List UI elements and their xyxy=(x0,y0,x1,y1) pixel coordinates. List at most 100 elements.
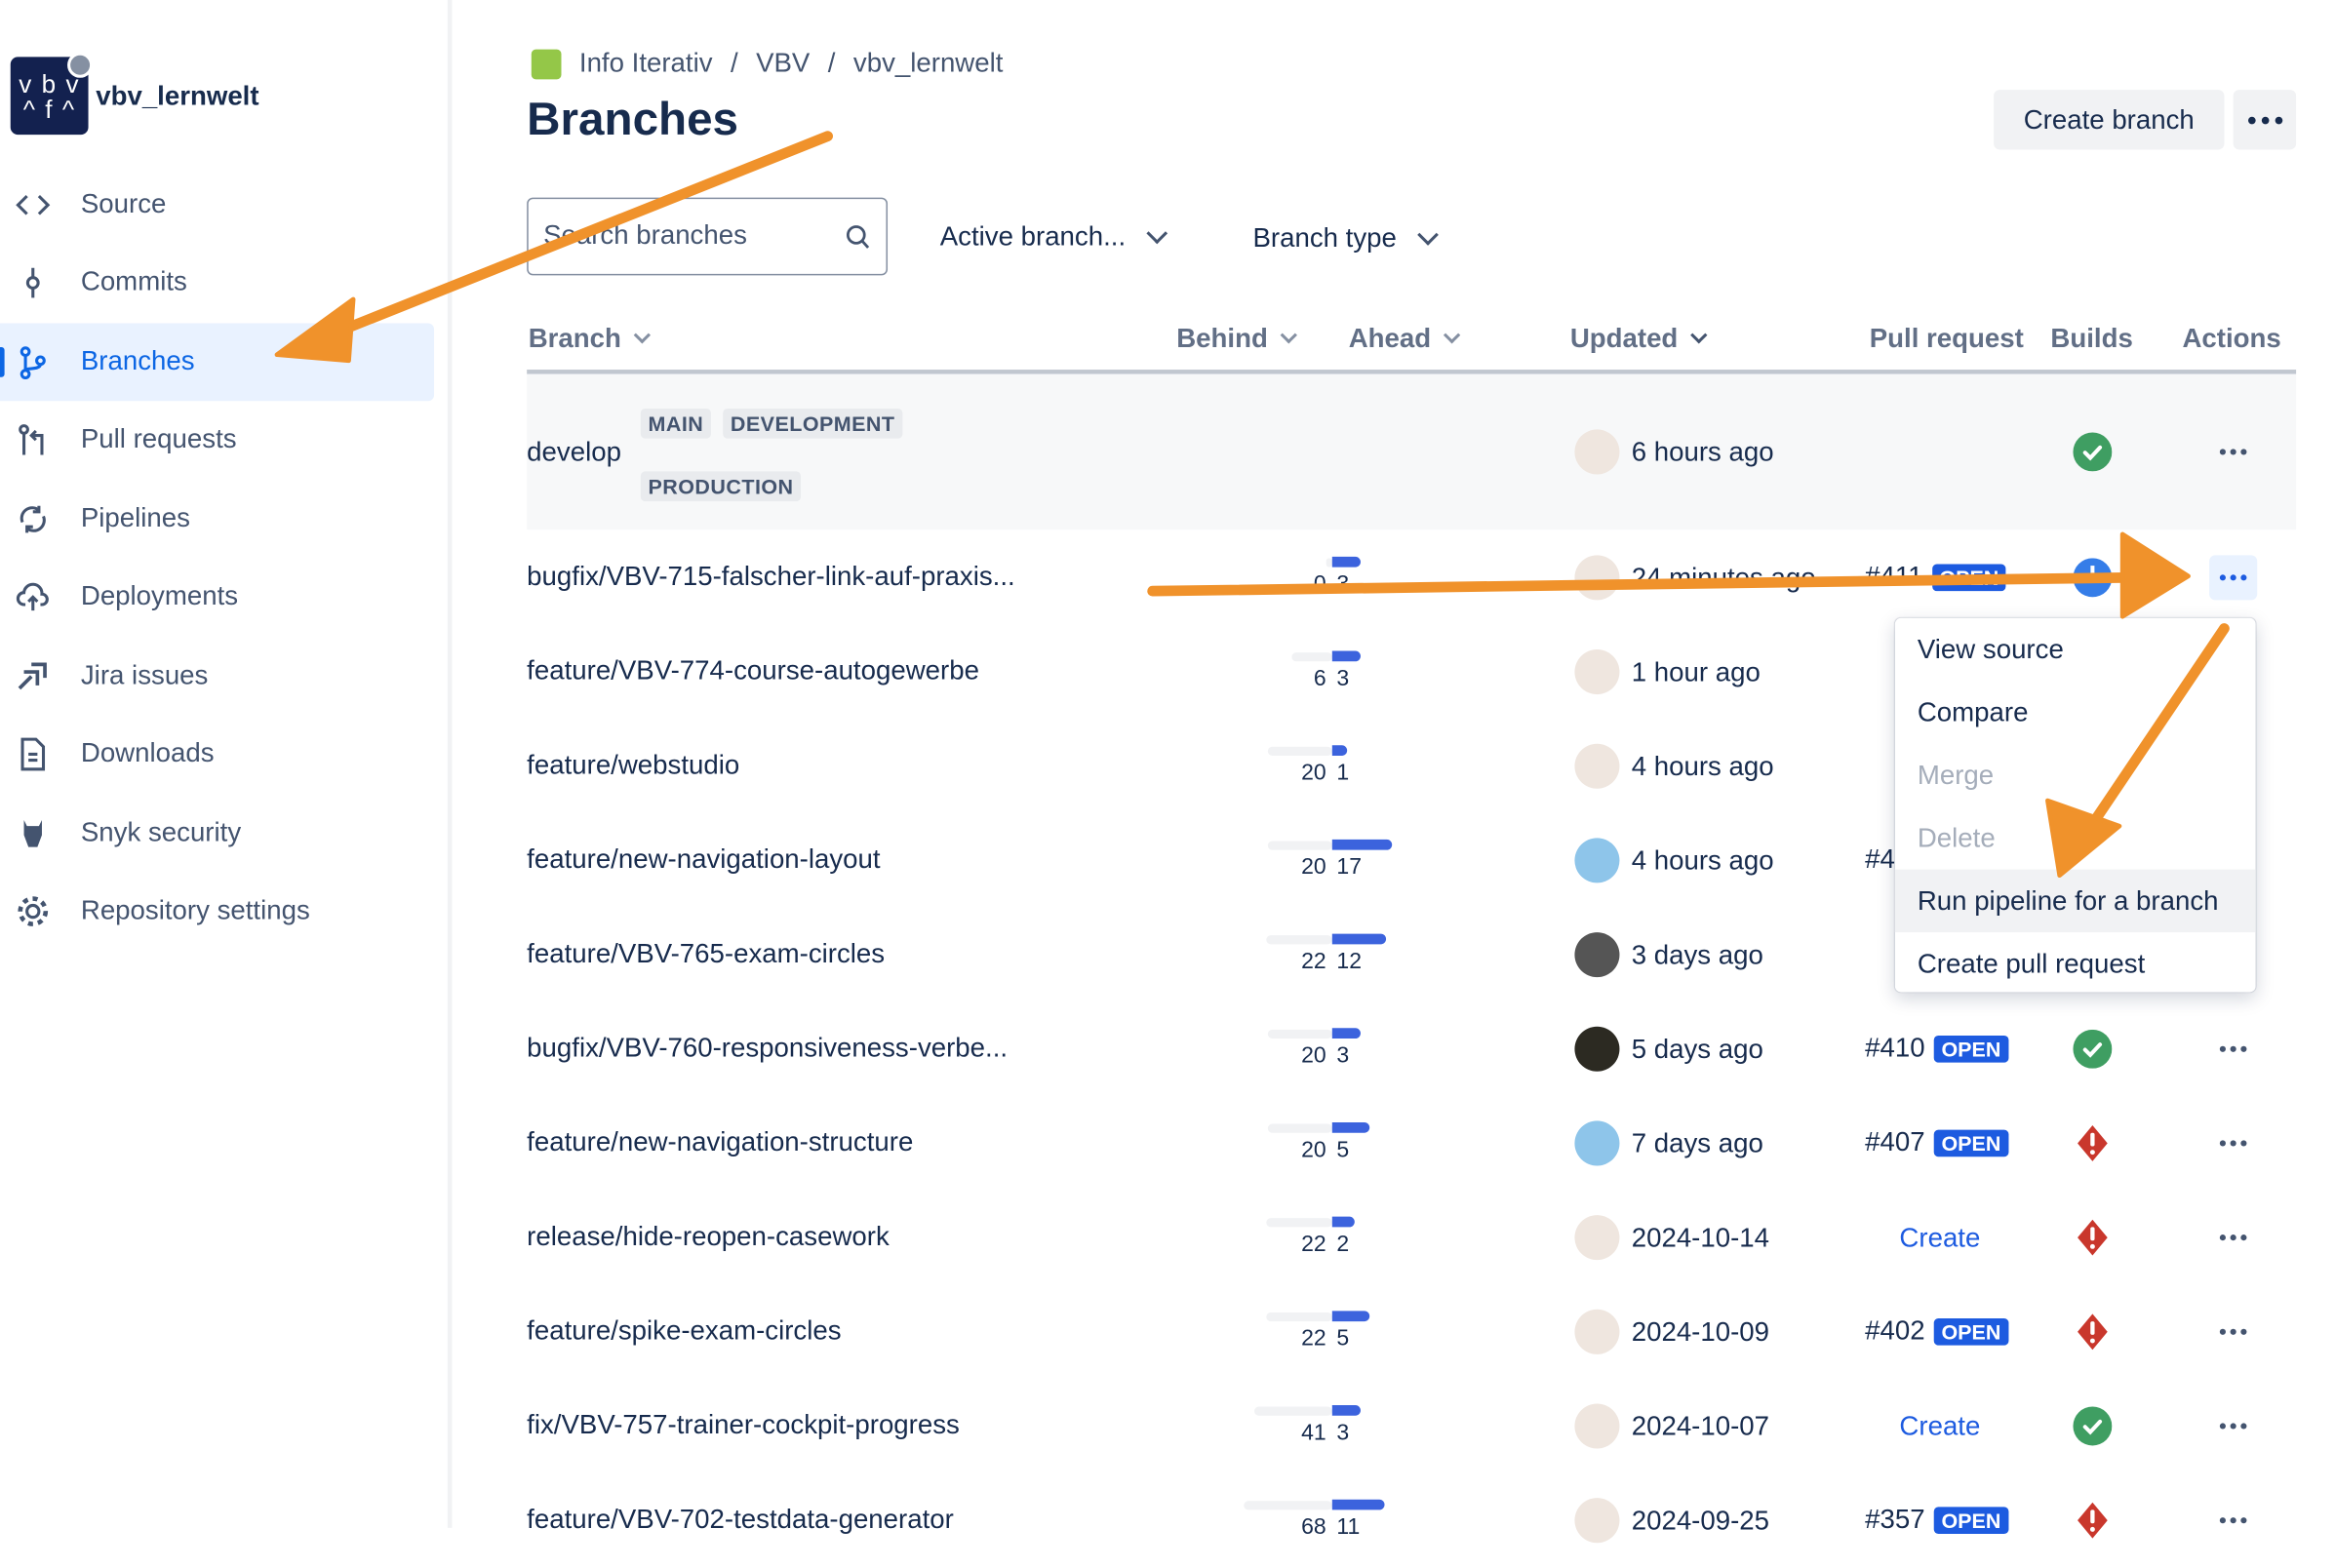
menu-item-create-pull-request[interactable]: Create pull request xyxy=(1917,948,2146,979)
sidebar-item-snyk-security[interactable]: Snyk security xyxy=(0,795,434,873)
sidebar-item-label: Jira issues xyxy=(80,659,209,690)
table-row: bugfix/VBV-715-falscher-link-auf-praxis.… xyxy=(527,531,2296,626)
pull-request-link[interactable]: #4 xyxy=(1865,843,1895,875)
build-failed-icon[interactable] xyxy=(2073,1501,2112,1540)
branch-name[interactable]: feature/VBV-774-course-autogewerbe xyxy=(527,655,979,686)
pr-status-badge: OPEN xyxy=(1933,1035,2009,1062)
breadcrumb: Info Iterativ / VBV / vbv_lernwelt xyxy=(531,48,1004,79)
row-actions-button[interactable] xyxy=(2209,1403,2257,1448)
behind-count: 22 xyxy=(1301,948,1326,975)
sidebar-item-source[interactable]: Source xyxy=(0,166,434,244)
column-updated[interactable]: Updated xyxy=(1570,323,1708,354)
branch-name[interactable]: feature/new-navigation-layout xyxy=(527,843,881,875)
branch-name[interactable]: feature/VBV-702-testdata-generator xyxy=(527,1504,954,1534)
build-in-progress-icon[interactable] xyxy=(2073,558,2113,598)
column-ahead[interactable]: Ahead xyxy=(1349,323,1461,354)
avatar xyxy=(1574,1403,1620,1449)
menu-item-view-source[interactable]: View source xyxy=(1917,634,2064,665)
sidebar: v b v ^ f ^ vbv_lernwelt Source Commits Bra… xyxy=(0,0,453,1528)
sidebar-item-downloads[interactable]: Downloads xyxy=(0,716,434,794)
table-row: feature/VBV-702-testdata-generator 68 11 20… xyxy=(527,1474,2296,1568)
behind-count: 22 xyxy=(1301,1325,1326,1352)
pull-request-link[interactable]: #402 OPEN xyxy=(1865,1315,2009,1347)
menu-item-run-pipeline-for-a-branch[interactable]: Run pipeline for a branch xyxy=(1894,869,2256,933)
ahead-count: 3 xyxy=(1336,571,1350,598)
sidebar-item-pipelines[interactable]: Pipelines xyxy=(0,481,434,559)
row-actions-button[interactable] xyxy=(2209,1027,2257,1072)
sidebar-item-jira-issues[interactable]: Jira issues xyxy=(0,638,434,716)
updated-time: 2024-10-14 xyxy=(1631,1222,1770,1253)
branch-name[interactable]: feature/spike-exam-circles xyxy=(527,1314,842,1346)
label-main: MAIN xyxy=(640,408,711,439)
branch-type-filter[interactable]: Branch type xyxy=(1252,223,1439,255)
branch-name[interactable]: feature/VBV-765-exam-circles xyxy=(527,938,886,968)
ahead-bar xyxy=(1331,1405,1362,1416)
table-row: feature/spike-exam-circles 22 5 2024-10-09 #… xyxy=(527,1285,2296,1380)
branch-name[interactable]: develop xyxy=(527,437,621,467)
sidebar-item-label: Downloads xyxy=(80,737,215,768)
updated-time: 4 hours ago xyxy=(1631,845,1774,876)
search-input[interactable] xyxy=(539,218,831,254)
breadcrumb-workspace[interactable]: Info Iterativ xyxy=(578,48,713,78)
sidebar-item-label: Pipelines xyxy=(80,502,190,533)
build-success-icon[interactable] xyxy=(2073,432,2113,472)
build-failed-icon[interactable] xyxy=(2073,1313,2112,1352)
sidebar-item-commits[interactable]: Commits xyxy=(0,244,434,322)
sidebar-item-repository-settings[interactable]: Repository settings xyxy=(0,873,434,951)
ahead-count: 5 xyxy=(1336,1137,1350,1163)
branch-name[interactable]: fix/VBV-757-trainer-cockpit-progress xyxy=(527,1409,960,1440)
row-actions-button[interactable] xyxy=(2209,1310,2257,1354)
build-success-icon[interactable] xyxy=(2073,1406,2113,1446)
row-actions-button[interactable] xyxy=(2209,429,2257,474)
create-pull-request-link[interactable]: Create xyxy=(1899,1411,1981,1441)
repo-name[interactable]: vbv_lernwelt xyxy=(96,80,259,111)
branch-name[interactable]: bugfix/VBV-715-falscher-link-auf-praxis.… xyxy=(527,561,1015,592)
behind-bar xyxy=(1326,558,1332,568)
active-branch-filter[interactable]: Active branch... xyxy=(940,221,1168,253)
behind-bar xyxy=(1268,746,1332,756)
pr-status-badge: OPEN xyxy=(1933,1317,2009,1345)
branch-name[interactable]: feature/new-navigation-structure xyxy=(527,1126,914,1157)
column-behind[interactable]: Behind xyxy=(1176,323,1297,354)
pull-request-link[interactable]: #407 OPEN xyxy=(1865,1127,2009,1158)
pull-request-link[interactable]: #411 OPEN xyxy=(1865,561,2007,592)
search-icon xyxy=(846,225,870,249)
column-actions: Actions xyxy=(2182,323,2281,354)
more-actions-button[interactable] xyxy=(2233,90,2297,150)
updated-time: 5 days ago xyxy=(1631,1034,1763,1065)
table-row: release/hide-reopen-casework 22 2 2024-10-1… xyxy=(527,1192,2296,1286)
behind-bar xyxy=(1268,1123,1332,1133)
sidebar-item-branches[interactable]: Branches xyxy=(0,323,435,402)
behind-count: 20 xyxy=(1301,1137,1326,1163)
sidebar-item-deployments[interactable]: Deployments xyxy=(0,558,434,636)
pull-request-link[interactable]: #410 OPEN xyxy=(1865,1033,2009,1064)
menu-item-compare[interactable]: Compare xyxy=(1917,697,2029,727)
row-actions-button[interactable] xyxy=(2209,1120,2257,1165)
branch-name[interactable]: bugfix/VBV-760-responsiveness-verbe... xyxy=(527,1032,1009,1063)
sidebar-item-label: Repository settings xyxy=(80,894,310,925)
branch-name[interactable]: release/hide-reopen-casework xyxy=(527,1221,890,1251)
pr-status-badge: OPEN xyxy=(1931,563,2007,591)
pr-status-badge: OPEN xyxy=(1933,1506,2009,1534)
row-actions-button[interactable] xyxy=(2209,1215,2257,1260)
avatar xyxy=(1574,555,1620,601)
breadcrumb-project[interactable]: VBV xyxy=(756,48,811,78)
breadcrumb-repo[interactable]: vbv_lernwelt xyxy=(852,48,1004,78)
pr-status-badge: OPEN xyxy=(1933,1128,2009,1156)
build-failed-icon[interactable] xyxy=(2073,1123,2112,1162)
updated-time: 7 days ago xyxy=(1631,1128,1763,1158)
gear-icon xyxy=(18,896,49,926)
row-actions-button[interactable] xyxy=(2209,555,2258,601)
create-branch-button[interactable]: Create branch xyxy=(1994,90,2225,150)
pull-request-link[interactable]: #357 OPEN xyxy=(1865,1504,2009,1535)
updated-time: 1 hour ago xyxy=(1631,656,1761,687)
branch-name[interactable]: feature/webstudio xyxy=(527,749,740,780)
sidebar-item-pull-requests[interactable]: Pull requests xyxy=(0,401,434,479)
avatar xyxy=(1574,1120,1620,1166)
column-branch[interactable]: Branch xyxy=(529,323,652,354)
row-actions-button[interactable] xyxy=(2209,1498,2257,1543)
search-branches[interactable] xyxy=(527,197,889,276)
build-success-icon[interactable] xyxy=(2073,1029,2113,1069)
build-failed-icon[interactable] xyxy=(2073,1218,2112,1257)
create-pull-request-link[interactable]: Create xyxy=(1899,1222,1981,1253)
